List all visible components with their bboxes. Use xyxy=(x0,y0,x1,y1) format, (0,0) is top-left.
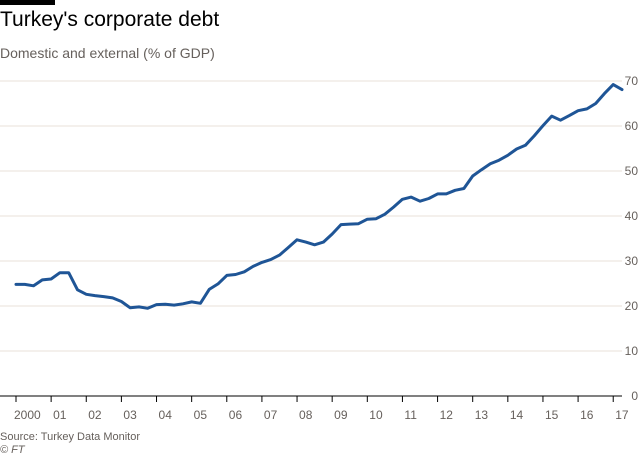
y-axis-tick-labels: 0 10 20 30 40 50 60 70 xyxy=(625,74,639,403)
ft-credit: © FT xyxy=(0,444,25,456)
y-tick-label-30: 30 xyxy=(625,254,639,268)
x-tick-label-14: 14 xyxy=(510,408,524,422)
x-tick-label-05: 05 xyxy=(194,408,208,422)
x-tick-label-15: 15 xyxy=(545,408,559,422)
brand-bar xyxy=(0,0,55,5)
y-tick-label-20: 20 xyxy=(625,299,639,313)
x-tick-label-11: 11 xyxy=(404,408,417,422)
chart-subtitle: Domestic and external (% of GDP) xyxy=(0,45,215,61)
series-layer xyxy=(14,83,624,310)
x-axis: 2000 01 02 03 04 05 06 07 08 09 10 11 12 13 14 15 16 17 xyxy=(0,395,629,422)
series-line-0 xyxy=(14,83,624,310)
x-tick-label-01: 01 xyxy=(53,408,67,422)
x-tick-label-02: 02 xyxy=(88,408,102,422)
x-tick-label-06: 06 xyxy=(229,408,243,422)
x-tick-label-08: 08 xyxy=(299,408,313,422)
x-tick-label-12: 12 xyxy=(440,408,454,422)
y-tick-label-70: 70 xyxy=(625,74,639,88)
chart-title: Turkey's corporate debt xyxy=(0,8,220,31)
x-tick-label-04: 04 xyxy=(159,408,173,422)
x-tick-label-03: 03 xyxy=(123,408,137,422)
gridlines xyxy=(0,80,622,352)
x-tick-label-16: 16 xyxy=(580,408,594,422)
x-tick-label-10: 10 xyxy=(369,408,383,422)
x-tick-label-07: 07 xyxy=(264,408,278,422)
y-tick-label-50: 50 xyxy=(625,164,639,178)
x-tick-label-17: 17 xyxy=(615,408,629,422)
y-tick-label-10: 10 xyxy=(625,344,639,358)
y-tick-label-60: 60 xyxy=(625,119,639,133)
source-note: Source: Turkey Data Monitor xyxy=(0,431,141,443)
x-tick-label-09: 09 xyxy=(334,408,348,422)
y-tick-label-40: 40 xyxy=(625,209,639,223)
y-tick-label-0: 0 xyxy=(631,389,638,403)
x-tick-label-2000: 2000 xyxy=(14,408,41,422)
x-tick-label-13: 13 xyxy=(475,408,489,422)
